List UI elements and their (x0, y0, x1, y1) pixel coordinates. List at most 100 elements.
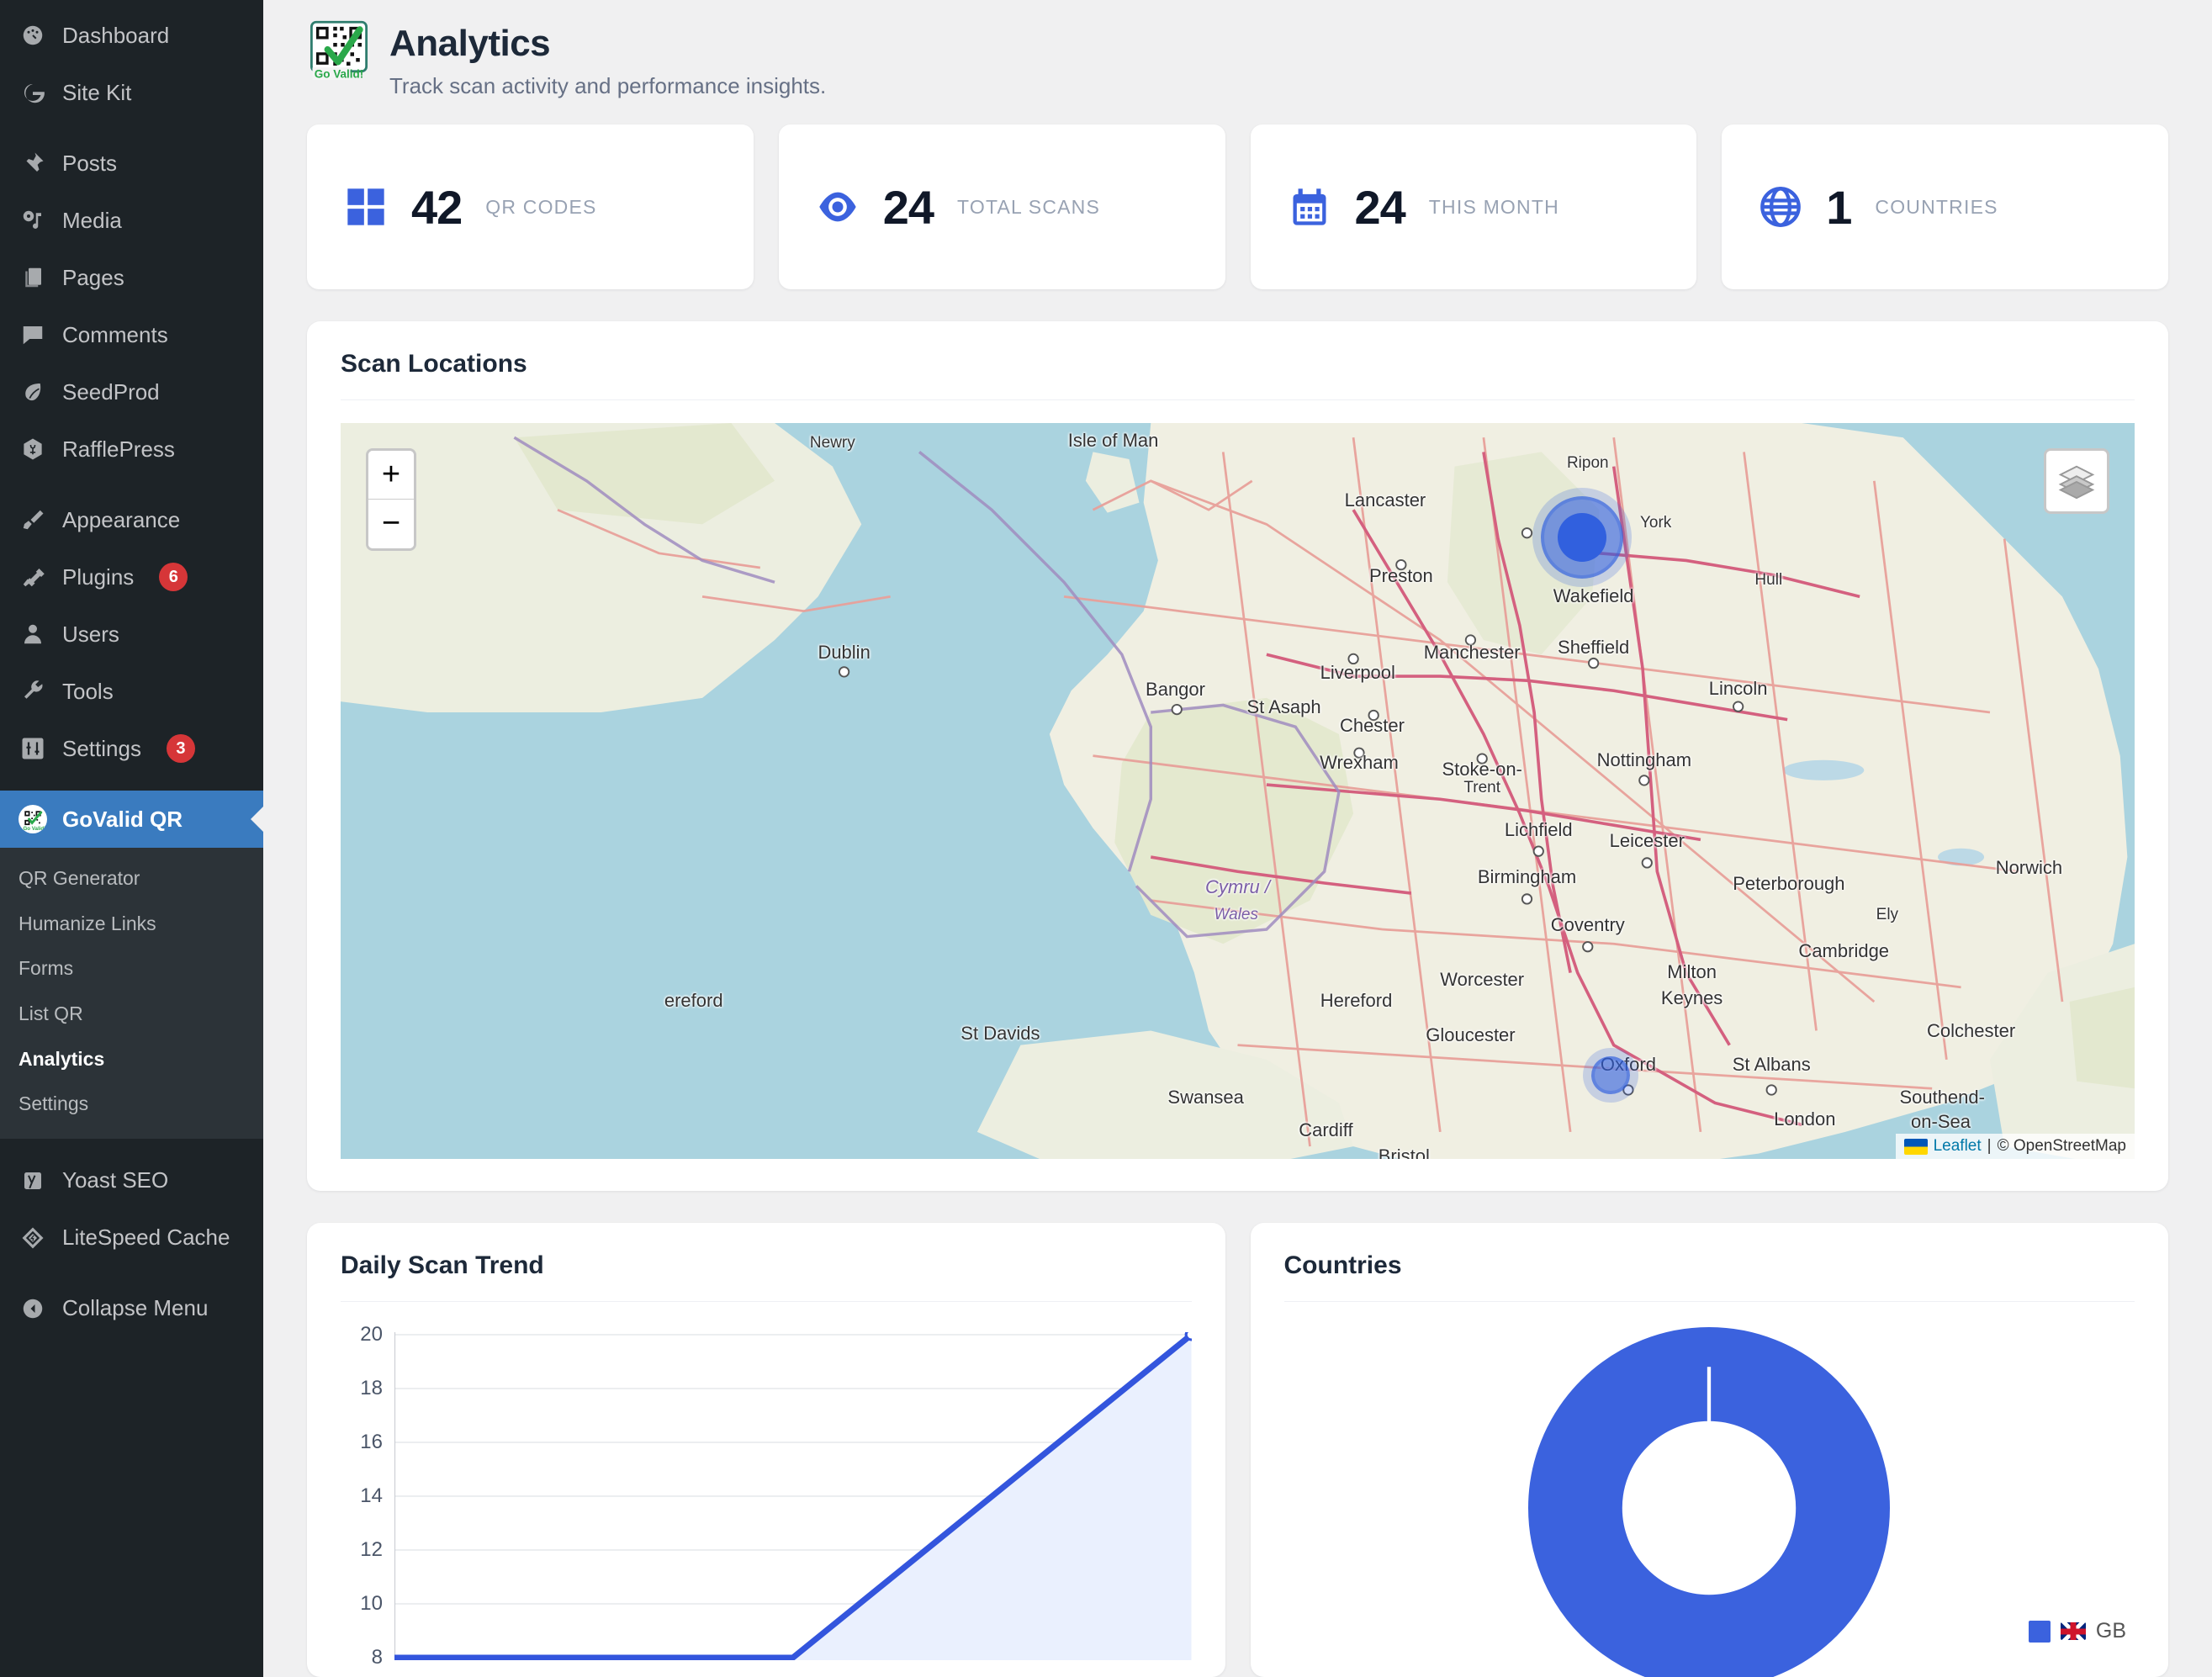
menu-separator (0, 777, 263, 791)
charts-row: Daily Scan Trend 8 10 12 14 16 18 20 Countries (307, 1223, 2168, 1677)
yoast-icon (19, 1166, 47, 1195)
legend-label-gb: GB (2095, 1619, 2126, 1643)
layers-icon[interactable] (2044, 448, 2109, 515)
sidebar-item-users[interactable]: Users (0, 606, 263, 663)
panel-divider (341, 1301, 1192, 1303)
pin-icon (19, 149, 47, 177)
stat-label: TOTAL SCANS (957, 195, 1101, 218)
sidebar-item-pages[interactable]: Pages (0, 249, 263, 306)
svg-text:Go Valid!: Go Valid! (24, 826, 45, 832)
govalid-qr-logo-icon: Go Valid! (307, 19, 371, 82)
plug-icon (19, 563, 47, 591)
sidebar-item-site-kit[interactable]: Site Kit (0, 64, 263, 121)
sidebar-item-tools[interactable]: Tools (0, 663, 263, 720)
sidebar-item-label: Collapse Menu (62, 1295, 209, 1321)
rafflepress-icon (19, 435, 47, 463)
sidebar-item-dashboard[interactable]: Dashboard (0, 7, 263, 64)
leaflet-link[interactable]: Leaflet (1933, 1137, 1982, 1156)
y-axis-tick: 14 (360, 1484, 383, 1508)
sidebar-item-label: Comments (62, 321, 168, 347)
sidebar-item-collapse-menu[interactable]: Collapse Menu (0, 1280, 263, 1337)
sidebar-item-rafflepress[interactable]: RafflePress (0, 421, 263, 478)
sidebar-item-posts[interactable]: Posts (0, 135, 263, 192)
stat-label: QR CODES (485, 195, 597, 218)
pages-icon (19, 263, 47, 292)
openstreetmap-credit: © OpenStreetMap (1997, 1137, 2126, 1156)
countries-panel: Countries GB (1250, 1223, 2168, 1677)
submenu-item-humanize-links[interactable]: Humanize Links (19, 912, 156, 934)
sidebar-item-seedprod[interactable]: SeedProd (0, 363, 263, 421)
sidebar-item-label: GoValid QR (62, 806, 183, 832)
stat-card-qr codes[interactable]: 42 QR CODES (307, 124, 754, 290)
sidebar-item-label: Plugins (62, 563, 135, 590)
menu-separator (0, 1267, 263, 1280)
y-axis-tick: 16 (360, 1431, 383, 1454)
menu-badge: 6 (159, 563, 188, 591)
submenu-item-qr-generator[interactable]: QR Generator (19, 867, 140, 889)
comments-icon (19, 320, 47, 349)
sidebar-item-appearance[interactable]: Appearance (0, 491, 263, 548)
submenu-item-analytics[interactable]: Analytics (19, 1047, 105, 1070)
gb-flag-icon (2060, 1622, 2086, 1641)
menu-separator (0, 478, 263, 491)
stat-value: 1 (1826, 180, 1852, 234)
stat-card-this month[interactable]: 24 THIS MONTH (1250, 124, 1697, 290)
sidebar-item-label: Appearance (62, 506, 181, 532)
stat-value: 24 (882, 180, 934, 234)
sidebar-item-label: Settings (62, 735, 141, 761)
zoom-out-button[interactable]: − (368, 500, 414, 549)
sidebar-item-govalid-qr[interactable]: Go Valid! GoValid QR (0, 791, 263, 848)
map-zoom-controls[interactable]: + − (366, 448, 416, 552)
sidebar-item-label: SeedProd (62, 378, 160, 405)
panel-divider (341, 399, 2135, 401)
sidebar-item-label: Users (62, 621, 119, 647)
donut-legend[interactable]: GB (2028, 1619, 2126, 1643)
daily-scan-trend-panel: Daily Scan Trend 8 10 12 14 16 18 20 (307, 1223, 1225, 1677)
sidebar-item-label: Media (62, 207, 122, 233)
stat-card-total scans[interactable]: 24 TOTAL SCANS (778, 124, 1225, 290)
submenu-item-list-qr[interactable]: List QR (19, 1002, 83, 1024)
sidebar-item-yoast-seo[interactable]: Yoast SEO (0, 1152, 263, 1209)
seedprod-icon (19, 378, 47, 406)
sidebar-item-label: Pages (62, 264, 124, 290)
page-title: Analytics (389, 23, 551, 64)
y-axis-tick: 20 (360, 1323, 383, 1346)
ukraine-flag-icon (1903, 1138, 1928, 1155)
sidebar-item-settings[interactable]: Settings 3 (0, 720, 263, 777)
panel-title-scan-locations: Scan Locations (341, 350, 527, 378)
svg-text:Go Valid!: Go Valid! (315, 68, 364, 81)
sidebar-item-litespeed-cache[interactable]: LiteSpeed Cache (0, 1209, 263, 1267)
y-axis-tick: 10 (360, 1592, 383, 1616)
sidebar-item-media[interactable]: Media (0, 192, 263, 249)
sidebar-item-label: RafflePress (62, 436, 175, 462)
y-axis-tick: 8 (371, 1646, 383, 1669)
zoom-in-button[interactable]: + (368, 451, 414, 500)
marker-leeds[interactable] (1540, 495, 1624, 579)
sidebar-item-plugins[interactable]: Plugins 6 (0, 548, 263, 606)
litespeed-icon (19, 1224, 47, 1252)
brush-icon (19, 505, 47, 534)
sidebar-item-label: Site Kit (62, 79, 132, 105)
line-chart-canvas (394, 1332, 1192, 1661)
stat-value: 24 (1354, 180, 1406, 234)
submenu-item-settings[interactable]: Settings (19, 1092, 89, 1115)
menu-separator (0, 121, 263, 135)
stat-card-countries[interactable]: 1 COUNTRIES (1722, 124, 2168, 290)
stat-label: COUNTRIES (1875, 195, 1998, 218)
panel-title-countries: Countries (1283, 1251, 1402, 1280)
submenu-item-forms[interactable]: Forms (19, 957, 74, 980)
marker-oxford[interactable] (1591, 1055, 1631, 1095)
collapse-icon (19, 1294, 47, 1323)
wrench-icon (19, 677, 47, 706)
globe-icon (1759, 185, 1802, 229)
govalid-qr-icon: Go Valid! (19, 805, 47, 833)
scan-locations-map[interactable]: Newry Isle of Man Ripon Lancaster York Presto… (341, 423, 2135, 1160)
govalid-qr-submenu: QR Generator Humanize Links Forms List QR An… (0, 848, 263, 1139)
admin-sidebar: Dashboard Site Kit Posts Media Pages Com… (0, 0, 263, 1677)
dashboard-icon (19, 21, 47, 50)
y-axis-tick: 18 (360, 1377, 383, 1400)
sidebar-item-comments[interactable]: Comments (0, 306, 263, 363)
page-header: Go Valid! Analytics Track scan activity … (263, 0, 2212, 99)
donut-chart: GB (1284, 1324, 2135, 1677)
